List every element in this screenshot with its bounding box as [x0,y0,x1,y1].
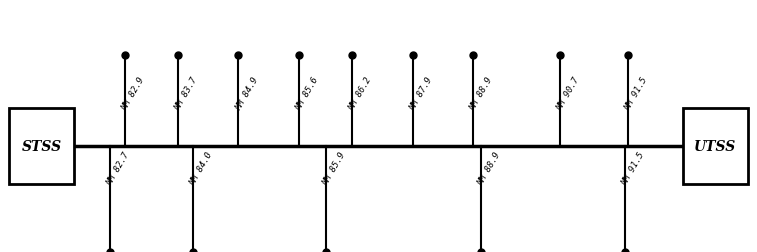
Text: MM 87.9: MM 87.9 [408,76,434,112]
Text: MM 84.0: MM 84.0 [188,150,214,186]
Text: MM 85.6: MM 85.6 [294,76,320,112]
Text: MM 88.9: MM 88.9 [476,150,502,186]
Text: MM 83.7: MM 83.7 [173,76,199,112]
Bar [9,108,74,184]
Text: MM 82.7: MM 82.7 [105,150,131,186]
Text: MM 88.9: MM 88.9 [469,76,494,112]
Text: UTSS: UTSS [694,139,737,153]
Text: MM 91.5: MM 91.5 [620,150,646,186]
Bar [683,108,747,184]
Text: MM 84.9: MM 84.9 [234,76,260,112]
Text: STSS: STSS [21,139,62,153]
Text: MM 85.9: MM 85.9 [321,150,347,186]
Text: MM 91.5: MM 91.5 [624,76,650,112]
Text: MM 82.9: MM 82.9 [120,76,146,112]
Text: MM 86.2: MM 86.2 [347,76,373,112]
Text: MM 90.7: MM 90.7 [556,76,581,112]
